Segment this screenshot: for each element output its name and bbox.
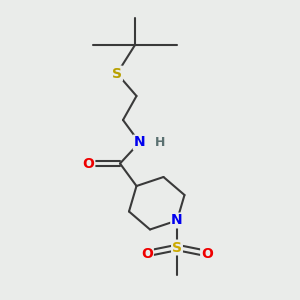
Text: O: O (141, 247, 153, 260)
Text: S: S (172, 241, 182, 254)
Text: N: N (134, 136, 145, 149)
Text: H: H (155, 136, 166, 149)
Text: O: O (82, 157, 94, 170)
Text: N: N (171, 214, 183, 227)
Text: S: S (112, 67, 122, 80)
Text: O: O (201, 247, 213, 260)
